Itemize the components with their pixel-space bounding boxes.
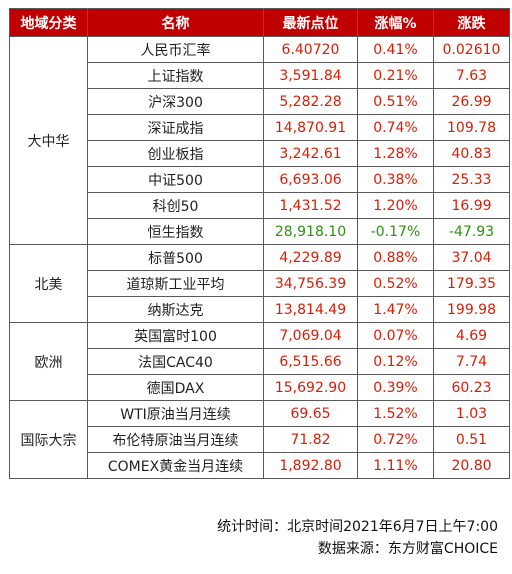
name-cell: 道琼斯工业平均	[87, 270, 264, 297]
name-cell: 科创50	[87, 192, 264, 219]
name-cell: 布伦特原油当月连续	[87, 426, 264, 453]
change-cell: 7.74	[433, 348, 510, 375]
price-cell: 13,814.49	[263, 296, 358, 323]
pct-cell: 1.52%	[357, 400, 434, 427]
change-cell: 16.99	[433, 192, 510, 219]
table-row: 北美 标普500 4,229.89 0.88% 37.04	[9, 244, 510, 323]
price-cell: 7,069.04	[263, 322, 358, 349]
name-cell: COMEX黄金当月连续	[87, 452, 264, 479]
table-row: 上证指数 3,591.84 0.21% 7.63	[10, 62, 510, 89]
table-row: 国际大宗 WTI原油当月连续 69.65 1.52% 1.03	[9, 400, 510, 479]
change-cell: 60.23	[433, 374, 510, 401]
region-cell: 欧洲	[9, 322, 88, 401]
name-cell: WTI原油当月连续	[87, 400, 264, 427]
pct-cell: 0.52%	[357, 270, 434, 297]
table-row: 科创50 1,431.52 1.20% 16.99	[10, 192, 510, 219]
change-cell: 0.51	[433, 426, 510, 453]
table-header: 地域分类 名称 最新点位 涨幅% 涨跌	[9, 8, 510, 37]
pct-cell: 1.47%	[357, 296, 434, 323]
price-cell: 5,282.28	[263, 88, 358, 115]
change-cell: 199.98	[433, 296, 510, 323]
price-cell: 34,756.39	[263, 270, 358, 297]
header-change: 涨跌	[433, 8, 510, 37]
price-cell: 4,229.89	[263, 244, 358, 271]
region-cell: 国际大宗	[9, 400, 88, 479]
name-cell: 英国富时100	[87, 322, 264, 349]
change-cell: 25.33	[433, 166, 510, 193]
pct-cell: 0.74%	[357, 114, 434, 141]
region-cell: 大中华	[9, 36, 88, 245]
pct-cell: 0.41%	[357, 36, 434, 63]
price-cell: 69.65	[263, 400, 358, 427]
header-name: 名称	[87, 8, 264, 37]
price-cell: 3,242.61	[263, 140, 358, 167]
pct-cell: 0.07%	[357, 322, 434, 349]
name-cell: 恒生指数	[87, 218, 264, 245]
price-cell: 71.82	[263, 426, 358, 453]
pct-cell: 0.21%	[357, 62, 434, 89]
name-cell: 沪深300	[87, 88, 264, 115]
pct-cell: 1.11%	[357, 452, 434, 479]
name-cell: 纳斯达克	[87, 296, 264, 323]
price-cell: 1,431.52	[263, 192, 358, 219]
pct-cell: 0.38%	[357, 166, 434, 193]
name-cell: 中证500	[87, 166, 264, 193]
name-cell: 标普500	[87, 244, 264, 271]
change-cell: 26.99	[433, 88, 510, 115]
pct-cell: 0.88%	[357, 244, 434, 271]
price-cell: 14,870.91	[263, 114, 358, 141]
data-source: 数据来源：东方财富CHOICE	[317, 541, 498, 557]
name-cell: 深证成指	[87, 114, 264, 141]
header-pct: 涨幅%	[357, 8, 434, 37]
header-price: 最新点位	[263, 8, 358, 37]
table-row: 大中华 人民币汇率 6.40720 0.41% 0.02610	[9, 36, 510, 245]
pct-cell: 1.28%	[357, 140, 434, 167]
table-row: 恒生指数 28,918.10 -0.17% -47.93	[10, 218, 510, 245]
change-cell: 7.63	[433, 62, 510, 89]
change-cell: 1.03	[433, 400, 510, 427]
pct-cell: 1.20%	[357, 192, 434, 219]
change-cell: 37.04	[433, 244, 510, 271]
change-cell: 179.35	[433, 270, 510, 297]
table-row: 德国DAX 15,692.90 0.39% 60.23	[10, 374, 510, 401]
price-cell: 28,918.10	[263, 218, 358, 245]
table-row: 深证成指 14,870.91 0.74% 109.78	[10, 114, 510, 141]
table-row: 沪深300 5,282.28 0.51% 26.99	[10, 88, 510, 115]
price-cell: 6,693.06	[263, 166, 358, 193]
table-row: 道琼斯工业平均 34,756.39 0.52% 179.35	[10, 270, 510, 297]
name-cell: 创业板指	[87, 140, 264, 167]
price-cell: 6.40720	[263, 36, 358, 63]
header-region: 地域分类	[9, 8, 88, 37]
pct-cell: 0.39%	[357, 374, 434, 401]
price-cell: 15,692.90	[263, 374, 358, 401]
header-row: 地域分类 名称 最新点位 涨幅% 涨跌	[9, 8, 510, 37]
change-cell: 109.78	[433, 114, 510, 141]
change-cell: 20.80	[433, 452, 510, 479]
table-row: 欧洲 英国富时100 7,069.04 0.07% 4.69	[9, 322, 510, 401]
change-cell: 0.02610	[433, 36, 510, 63]
pct-cell: 0.72%	[357, 426, 434, 453]
price-cell: 1,892.80	[263, 452, 358, 479]
name-cell: 德国DAX	[87, 374, 264, 401]
name-cell: 法国CAC40	[87, 348, 264, 375]
stat-time: 统计时间：北京时间2021年6月7日上午7:00	[217, 519, 498, 535]
name-cell: 上证指数	[87, 62, 264, 89]
region-cell: 北美	[9, 244, 88, 323]
table-body: 大中华 人民币汇率 6.40720 0.41% 0.02610 上证指数 3,591.84 0…	[9, 36, 510, 479]
change-cell: 40.83	[433, 140, 510, 167]
name-cell: 人民币汇率	[87, 36, 264, 63]
table-row: 创业板指 3,242.61 1.28% 40.83	[10, 140, 510, 167]
table-row: COMEX黄金当月连续 1,892.80 1.11% 20.80	[10, 452, 510, 479]
change-cell: 4.69	[433, 322, 510, 349]
pct-cell: 0.12%	[357, 348, 434, 375]
price-cell: 3,591.84	[263, 62, 358, 89]
pct-cell: -0.17%	[357, 218, 434, 245]
change-cell: -47.93	[433, 218, 510, 245]
price-cell: 6,515.66	[263, 348, 358, 375]
table-row: 布伦特原油当月连续 71.82 0.72% 0.51	[10, 426, 510, 453]
table-row: 中证500 6,693.06 0.38% 25.33	[10, 166, 510, 193]
pct-cell: 0.51%	[357, 88, 434, 115]
market-table: 地域分类 名称 最新点位 涨幅% 涨跌 大中华 人民币汇率 6.40720 0.41%…	[9, 8, 510, 479]
